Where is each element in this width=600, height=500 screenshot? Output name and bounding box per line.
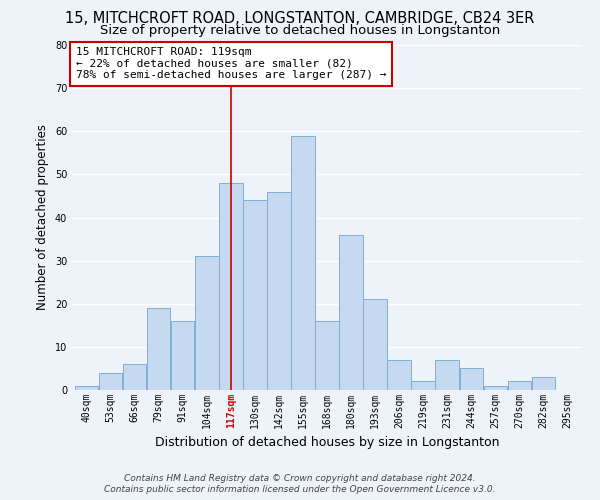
- Text: 15, MITCHCROFT ROAD, LONGSTANTON, CAMBRIDGE, CB24 3ER: 15, MITCHCROFT ROAD, LONGSTANTON, CAMBRI…: [65, 11, 535, 26]
- Bar: [171, 321, 194, 390]
- Text: 15 MITCHCROFT ROAD: 119sqm
← 22% of detached houses are smaller (82)
78% of semi: 15 MITCHCROFT ROAD: 119sqm ← 22% of deta…: [76, 47, 386, 80]
- Bar: [291, 136, 315, 390]
- Bar: [267, 192, 290, 390]
- Bar: [436, 360, 459, 390]
- Bar: [195, 256, 218, 390]
- Bar: [147, 308, 170, 390]
- Bar: [460, 368, 483, 390]
- Text: Contains HM Land Registry data © Crown copyright and database right 2024.
Contai: Contains HM Land Registry data © Crown c…: [104, 474, 496, 494]
- Bar: [484, 386, 507, 390]
- Bar: [219, 183, 242, 390]
- Bar: [532, 377, 555, 390]
- Y-axis label: Number of detached properties: Number of detached properties: [36, 124, 49, 310]
- Bar: [315, 321, 339, 390]
- Bar: [508, 382, 531, 390]
- Bar: [364, 300, 387, 390]
- Bar: [388, 360, 411, 390]
- Bar: [339, 235, 363, 390]
- Bar: [123, 364, 146, 390]
- Text: Size of property relative to detached houses in Longstanton: Size of property relative to detached ho…: [100, 24, 500, 37]
- X-axis label: Distribution of detached houses by size in Longstanton: Distribution of detached houses by size …: [155, 436, 499, 450]
- Bar: [74, 386, 98, 390]
- Bar: [412, 382, 435, 390]
- Bar: [243, 200, 266, 390]
- Bar: [99, 373, 122, 390]
